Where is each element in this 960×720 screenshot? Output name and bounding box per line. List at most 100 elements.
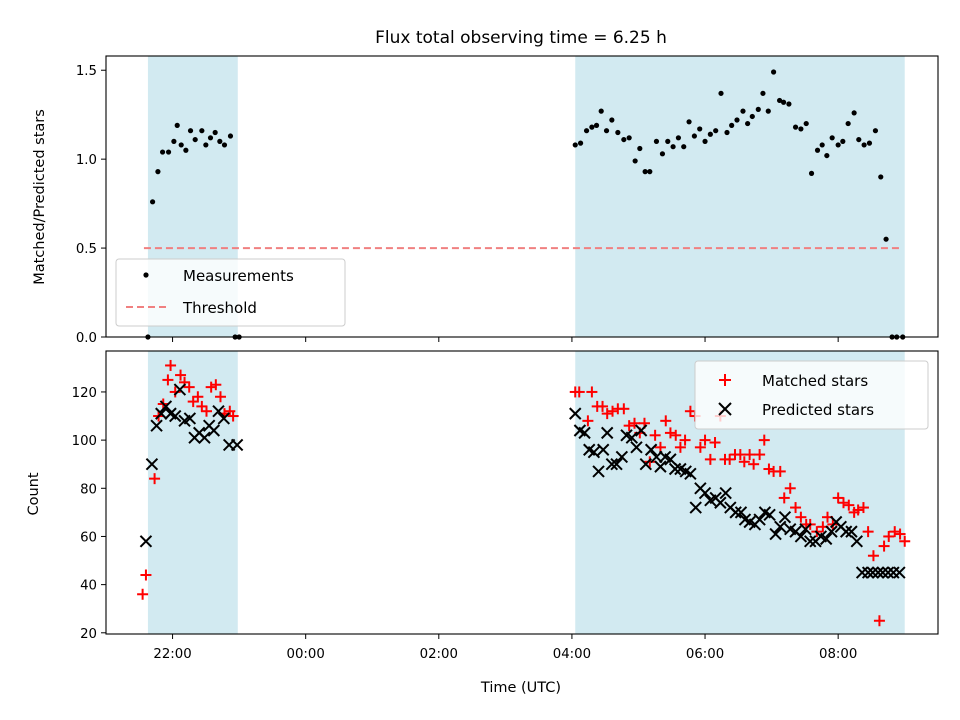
matched-star-point xyxy=(573,386,585,398)
measurement-point xyxy=(659,151,666,157)
predicted-star-point xyxy=(230,438,244,452)
predicted-star-point xyxy=(668,462,682,476)
matched-star-point xyxy=(894,528,906,540)
measurement-point xyxy=(621,136,627,143)
measurement-point xyxy=(653,138,660,144)
predicted-star-point xyxy=(839,525,853,538)
measurement-point xyxy=(178,142,184,148)
shaded-span-bottom-0 xyxy=(147,351,238,634)
matched-star-point xyxy=(149,473,161,485)
measurement-point xyxy=(642,169,648,175)
measurement-point xyxy=(749,113,755,120)
measurement-point xyxy=(713,128,719,134)
predicted-star-point xyxy=(592,465,605,478)
predicted-star-point xyxy=(684,467,697,481)
predicted-star-point xyxy=(689,501,702,514)
measurement-point xyxy=(829,135,835,141)
measurement-point xyxy=(856,136,862,143)
matched-star-point xyxy=(214,391,226,403)
predicted-star-point xyxy=(634,424,648,437)
measurement-point xyxy=(755,106,761,112)
bottom-y-tick-label: 60 xyxy=(80,530,97,545)
measurement-point xyxy=(187,128,194,134)
matched-star-point xyxy=(784,482,796,494)
predicted-star-point xyxy=(587,445,601,459)
bottom-y-ticks: 20 40 60 80 100 120 xyxy=(72,386,106,642)
bottom-y-tick-label: 20 xyxy=(80,627,97,642)
predicted-star-point xyxy=(881,566,895,579)
predicted-star-point xyxy=(871,566,885,579)
matched-star-point xyxy=(137,588,149,600)
matched-star-point xyxy=(878,540,890,552)
predicted-star-point xyxy=(763,508,776,521)
matched-star-point xyxy=(140,569,152,581)
measurement-point xyxy=(221,142,228,148)
bottom-y-axis-label: Count xyxy=(26,472,42,515)
predicted-star-point xyxy=(644,443,658,456)
predicted-star-point xyxy=(654,460,667,473)
predicted-star-point xyxy=(729,506,742,519)
top-shaded-spans xyxy=(147,56,905,337)
measurement-point xyxy=(734,117,740,123)
predicted-star-point xyxy=(774,520,787,534)
matched-star-point xyxy=(623,420,635,432)
measurement-point xyxy=(814,147,821,153)
predicted-star-point xyxy=(212,405,225,418)
predicted-star-point xyxy=(819,532,833,546)
measurement-point xyxy=(681,144,687,150)
bottom-y-tick-label: 40 xyxy=(80,579,97,594)
bottom-x-tick-label: 22:00 xyxy=(153,647,191,662)
measurement-point xyxy=(729,122,735,128)
measurement-point xyxy=(647,169,653,175)
measurement-point xyxy=(593,122,600,128)
predicted-star-point xyxy=(825,525,838,538)
matched-star-point xyxy=(862,526,874,538)
measurement-point xyxy=(697,126,703,132)
matched-star-point xyxy=(601,408,613,420)
bottom-x-tick-label: 00:00 xyxy=(287,647,325,662)
matched-star-point xyxy=(644,456,656,468)
top-axes-frame xyxy=(105,55,939,338)
matched-star-point xyxy=(748,458,760,470)
measurement-point xyxy=(577,140,584,146)
predicted-star-point xyxy=(610,457,623,471)
predicted-star-point xyxy=(714,496,727,509)
matched-star-point xyxy=(699,434,711,446)
predicted-star-point xyxy=(155,407,168,420)
matched-star-point xyxy=(790,502,802,514)
predicted-star-point xyxy=(217,412,231,425)
predicted-star-point xyxy=(778,510,792,524)
top-y-tick-label: 0.5 xyxy=(76,242,97,257)
predicted-star-point xyxy=(625,431,639,444)
top-legend: Measurements Threshold xyxy=(115,258,346,327)
bottom-y-tick-label: 120 xyxy=(72,386,97,401)
top-legend-box xyxy=(115,258,346,327)
bottom-legend-box xyxy=(694,360,929,430)
measurement-point xyxy=(609,117,615,123)
measurement-point xyxy=(851,110,857,116)
measurement-point xyxy=(835,142,841,148)
predicted-star-point xyxy=(150,419,163,432)
measurements-layer xyxy=(145,69,906,340)
predicted-star-point xyxy=(159,400,173,413)
matched-star-point xyxy=(883,530,895,542)
predicted-star-point xyxy=(615,450,629,464)
measurement-point xyxy=(770,69,777,75)
matched-star-point xyxy=(899,535,911,547)
predicted-star-point xyxy=(876,566,889,579)
bottom-x-tick-label: 08:00 xyxy=(819,647,857,662)
bottom-x-tick-label: 02:00 xyxy=(420,647,458,662)
top-y-ticks: 0.0 0.5 1.0 1.5 xyxy=(76,64,106,346)
matched-star-point xyxy=(227,410,239,422)
matched-star-point xyxy=(709,437,721,449)
matched-star-point xyxy=(664,427,676,439)
top-y-tick-label: 1.5 xyxy=(76,64,97,79)
matched-star-point xyxy=(607,405,619,417)
matched-star-point xyxy=(165,359,177,371)
measurement-point xyxy=(740,108,746,114)
bottom-y-tick-label: 80 xyxy=(80,482,97,497)
predicted-star-point xyxy=(578,426,591,440)
predicted-star-point xyxy=(861,566,875,579)
predicted-star-point xyxy=(769,527,782,541)
shaded-span-top-1 xyxy=(575,56,905,337)
